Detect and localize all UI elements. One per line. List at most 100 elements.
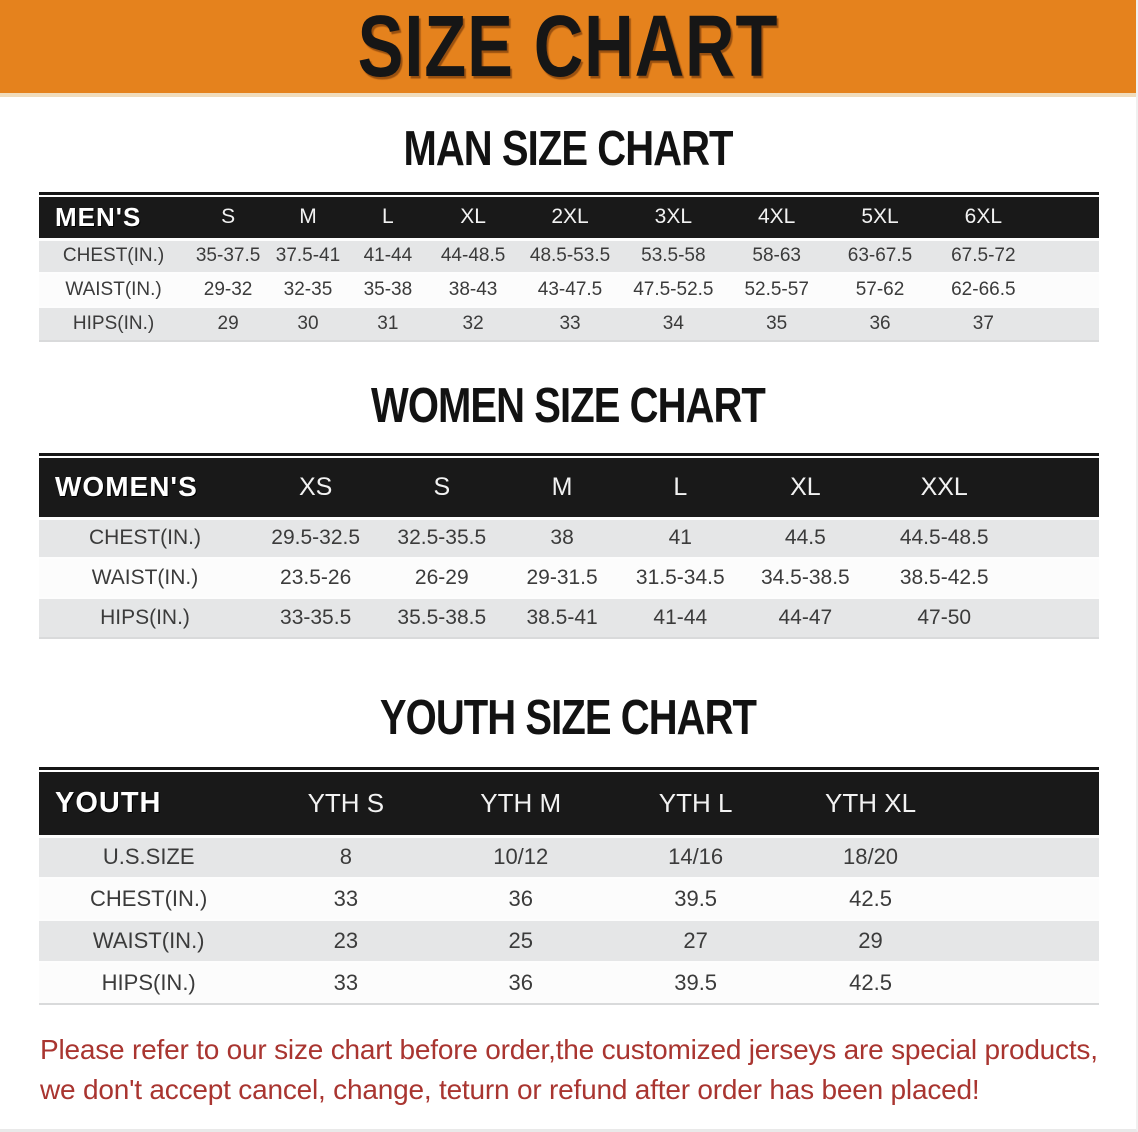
youth-table-container: YOUTH YTH S YTH M YTH L YTH XL U.S.SIZE 8 10/12…	[39, 767, 1099, 1005]
table-row: CHEST(IN.) 33 36 39.5 42.5	[39, 878, 1099, 920]
measurement-cell: 34	[662, 313, 684, 334]
size-column-header: S	[221, 205, 236, 229]
men-section: MAN SIZE CHART MEN'S S M L XL 2XL 3XL 4XL 5XL 6XL…	[0, 121, 1136, 342]
row-label: CHEST(IN.)	[89, 526, 201, 550]
measurement-cell: 36	[508, 970, 533, 995]
measurement-cell: 53.5-58	[641, 245, 706, 267]
measurement-cell: 41	[668, 526, 692, 550]
measurement-cell: 18/20	[842, 844, 899, 870]
measurement-cell: 38-43	[448, 279, 498, 300]
size-column-header: 3XL	[654, 205, 693, 229]
header-row: MEN'S S M L XL 2XL 3XL 4XL 5XL 6XL	[39, 197, 1099, 239]
measurement-cell: 47-50	[917, 606, 972, 629]
size-column-header: XS	[298, 472, 333, 501]
table-row: WAIST(IN.) 23.5-26 26-29 29-31.5 31.5-34.5 34…	[39, 558, 1099, 598]
row-label: WAIST(IN.)	[92, 928, 205, 953]
measurement-cell: 57-62	[855, 279, 905, 300]
measurement-cell: 44.5	[784, 526, 826, 550]
youth-section-heading: YOUTH SIZE CHART	[379, 690, 757, 746]
measurement-cell: 35-37.5	[195, 245, 261, 267]
men-size-table: MEN'S S M L XL 2XL 3XL 4XL 5XL 6XL CHEST(IN.) 35-37…	[39, 197, 1099, 342]
measurement-cell: 42.5	[849, 886, 892, 911]
row-label: HIPS(IN.)	[72, 313, 155, 334]
measurement-cell: 30	[297, 313, 319, 334]
measurement-cell: 29	[858, 928, 883, 953]
measurement-cell: 42.5	[849, 970, 892, 995]
disclaimer-line-2: we don't accept cancel, change, teturn o…	[40, 1074, 980, 1105]
measurement-cell: 31.5-34.5	[635, 566, 725, 589]
row-filler	[958, 920, 1099, 962]
measurement-cell: 36	[869, 313, 891, 334]
row-filler	[1035, 307, 1099, 341]
row-filler	[958, 878, 1099, 920]
header-filler	[1017, 458, 1099, 518]
measurement-cell: 44.5-48.5	[899, 526, 989, 550]
size-column-header: S	[433, 472, 451, 501]
measurement-cell: 31	[377, 313, 399, 334]
women-size-table: WOMEN'S XS S M L XL XXL CHEST(IN.) 29.5-32.5 32.5…	[39, 458, 1099, 639]
row-label: WAIST(IN.)	[91, 566, 199, 589]
table-group-label: WOMEN'S	[55, 471, 198, 503]
measurement-cell: 44-47	[778, 606, 833, 629]
measurement-cell: 39.5	[674, 886, 718, 911]
header-row: YOUTH YTH S YTH M YTH L YTH XL	[39, 772, 1099, 836]
size-column-header: 5XL	[861, 205, 899, 229]
measurement-cell: 48.5-53.5	[529, 245, 611, 267]
row-filler	[1017, 598, 1099, 638]
disclaimer-line-1: Please refer to our size chart before or…	[40, 1034, 1098, 1065]
measurement-cell: 41-44	[653, 606, 708, 629]
measurement-cell: 35-38	[363, 279, 413, 300]
row-filler	[1017, 518, 1099, 558]
size-column-header: 2XL	[551, 205, 589, 229]
size-column-header: M	[551, 472, 573, 501]
measurement-cell: 44-48.5	[440, 245, 506, 267]
size-column-header: YTH S	[307, 787, 385, 818]
measurement-cell: 29.5-32.5	[271, 526, 361, 550]
row-label: U.S.SIZE	[102, 844, 195, 870]
measurement-cell: 32	[462, 313, 484, 334]
measurement-cell: 26-29	[414, 566, 469, 589]
measurement-cell: 43-47.5	[537, 279, 603, 300]
table-row: HIPS(IN.) 33-35.5 35.5-38.5 38.5-41 41-44 44-…	[39, 598, 1099, 638]
table-row: HIPS(IN.) 33 36 39.5 42.5	[39, 962, 1099, 1004]
row-filler	[958, 962, 1099, 1004]
youth-size-table: YOUTH YTH S YTH M YTH L YTH XL U.S.SIZE 8 10/12…	[39, 772, 1099, 1005]
row-filler	[1017, 558, 1099, 598]
measurement-cell: 36	[508, 886, 533, 911]
measurement-cell: 58-63	[752, 245, 801, 267]
size-column-header: YTH XL	[825, 787, 917, 818]
size-column-header: L	[673, 472, 688, 501]
measurement-cell: 33	[333, 970, 359, 995]
measurement-cell: 67.5-72	[951, 245, 1016, 267]
measurement-cell: 8	[339, 844, 352, 870]
size-column-header: XL	[790, 472, 821, 501]
row-filler	[958, 836, 1099, 878]
size-column-header: XL	[460, 205, 486, 229]
banner: SIZE CHART	[0, 0, 1136, 97]
table-row: WAIST(IN.) 23 25 27 29	[39, 920, 1099, 962]
charts-area: MAN SIZE CHART MEN'S S M L XL 2XL 3XL 4XL 5XL 6XL…	[0, 121, 1136, 1005]
table-group-label: YOUTH	[55, 786, 162, 819]
measurement-cell: 47.5-52.5	[633, 279, 714, 300]
men-section-heading: MAN SIZE CHART	[403, 121, 733, 177]
table-row: HIPS(IN.) 29 30 31 32 33 34 35 36 37	[39, 307, 1099, 341]
header-row: WOMEN'S XS S M L XL XXL	[39, 458, 1099, 518]
row-filler	[1035, 273, 1099, 307]
size-column-header: XXL	[920, 472, 968, 501]
row-label: WAIST(IN.)	[65, 279, 162, 300]
measurement-cell: 29-32	[203, 279, 253, 300]
measurement-cell: 37	[972, 313, 994, 334]
row-label: CHEST(IN.)	[90, 886, 208, 911]
table-group-label: MEN'S	[55, 201, 142, 232]
measurement-cell: 35	[766, 313, 788, 334]
table-row: U.S.SIZE 8 10/12 14/16 18/20	[39, 836, 1099, 878]
men-table-container: MEN'S S M L XL 2XL 3XL 4XL 5XL 6XL CHEST(IN.) 35-37…	[39, 192, 1099, 342]
measurement-cell: 23	[333, 928, 359, 953]
measurement-cell: 62-66.5	[951, 279, 1016, 300]
youth-section: YOUTH SIZE CHART YOUTH YTH S YTH M YTH L YTH…	[0, 690, 1136, 1005]
measurement-cell: 32-35	[283, 279, 333, 300]
measurement-cell: 10/12	[493, 844, 549, 870]
header-filler	[958, 772, 1099, 836]
measurement-cell: 23.5-26	[280, 566, 352, 589]
